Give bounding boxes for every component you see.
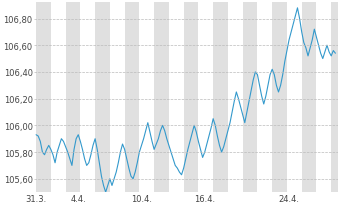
Bar: [154, 4, 169, 192]
Bar: [331, 4, 341, 192]
Bar: [272, 4, 287, 192]
Bar: [243, 4, 257, 192]
Bar: [213, 4, 228, 192]
Bar: [95, 4, 110, 192]
Bar: [65, 4, 80, 192]
Bar: [184, 4, 198, 192]
Bar: [302, 4, 316, 192]
Bar: [124, 4, 139, 192]
Bar: [36, 4, 51, 192]
